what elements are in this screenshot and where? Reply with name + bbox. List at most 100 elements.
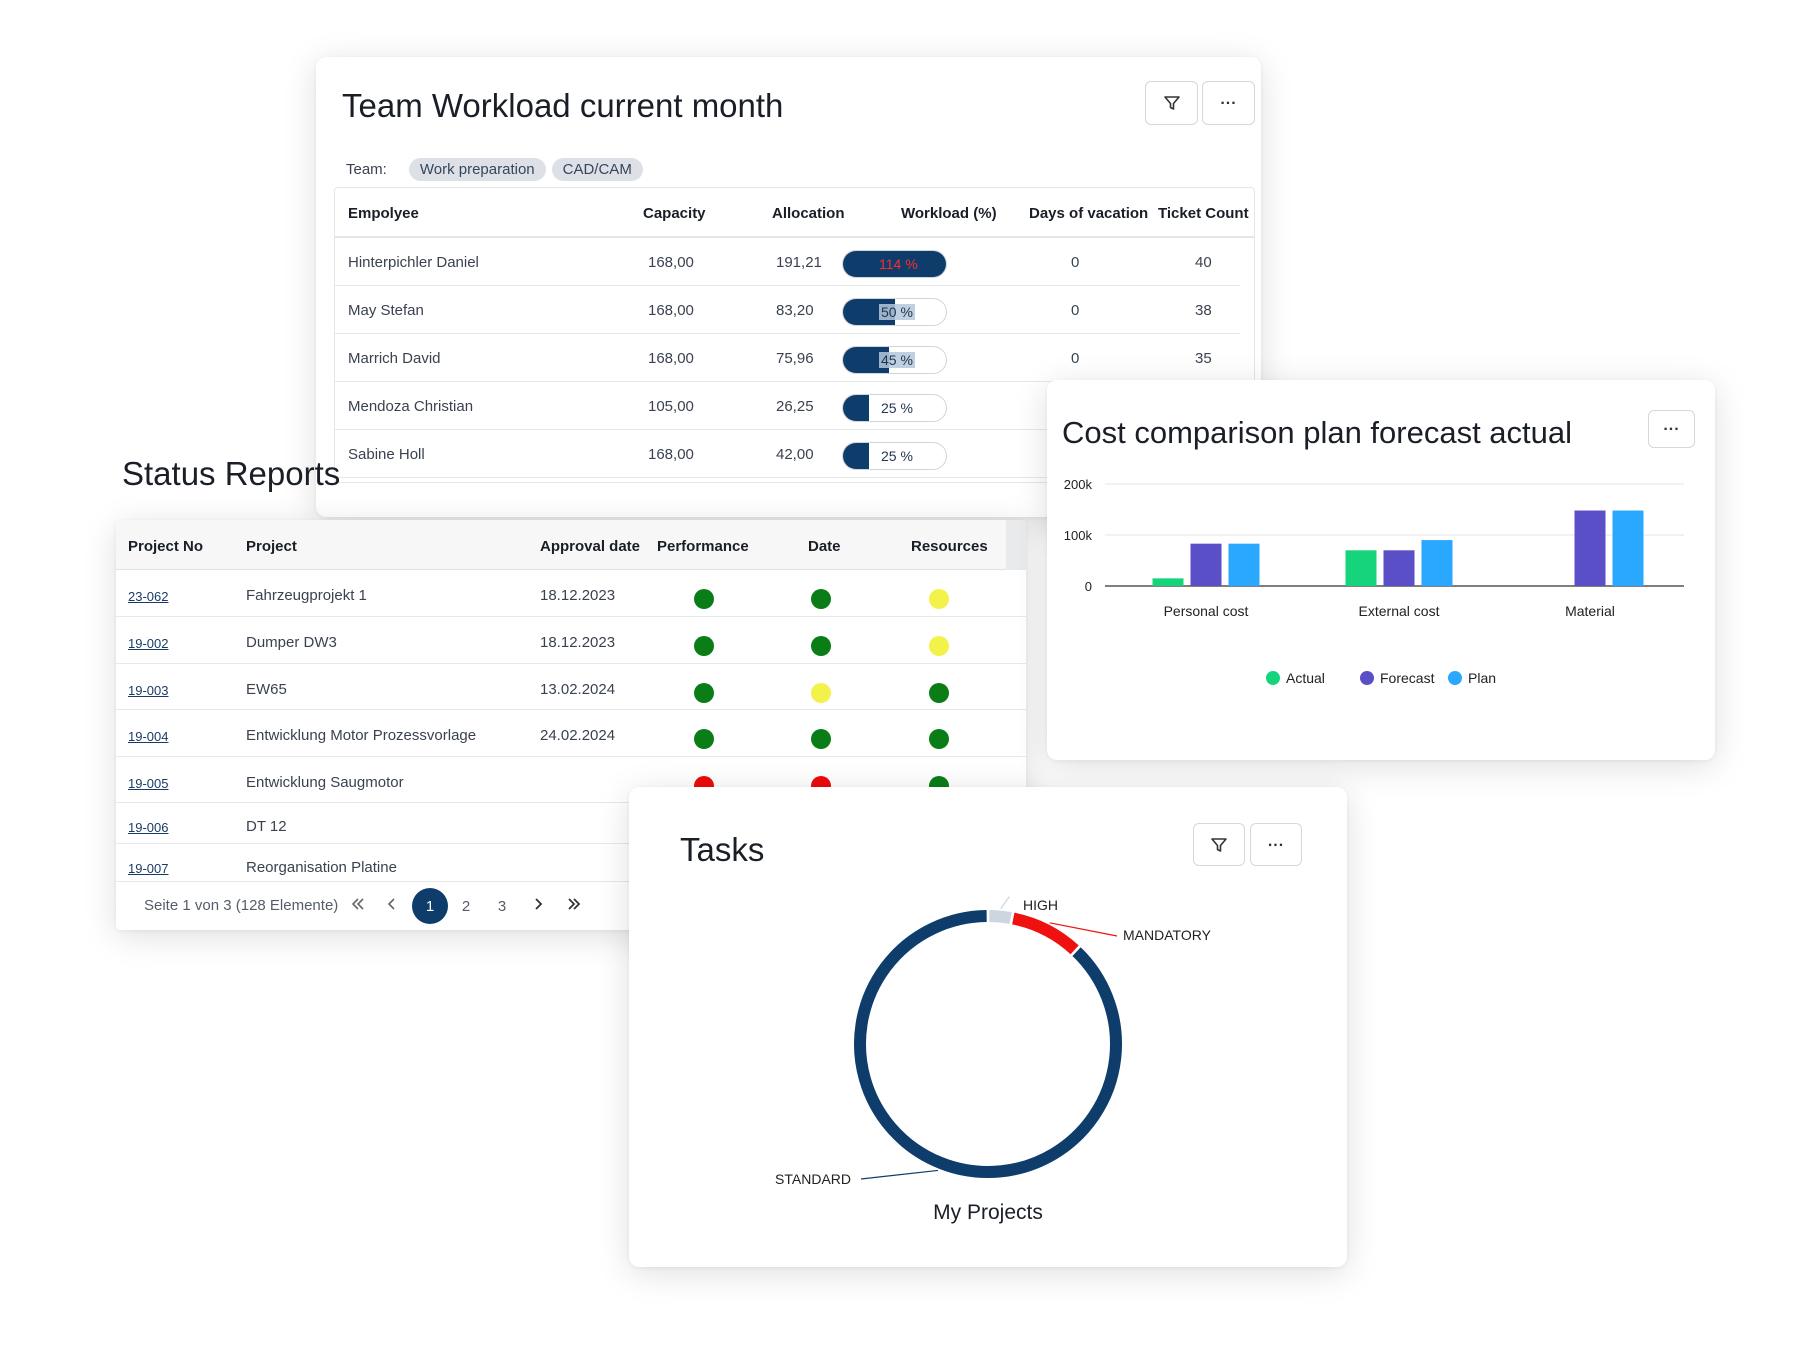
- workload-bar: 25 %: [842, 442, 947, 470]
- filter-button[interactable]: [1145, 81, 1198, 125]
- more-button[interactable]: ...: [1202, 81, 1255, 125]
- table-row[interactable]: Mendoza Christian 105,00 26,25 25 %: [335, 382, 1240, 430]
- page-button[interactable]: 3: [497, 897, 507, 915]
- workload-percent: 25 %: [881, 448, 913, 464]
- y-tick-label: 0: [1085, 579, 1092, 594]
- team-chip[interactable]: CAD/CAM: [551, 158, 643, 181]
- more-button[interactable]: ...: [1648, 410, 1695, 448]
- donut-slice-high[interactable]: [989, 910, 1012, 924]
- cost-comparison-card: Cost comparison plan forecast actual ...…: [1047, 380, 1715, 760]
- prev-page-button[interactable]: [374, 888, 410, 924]
- project-no-link[interactable]: 23-062: [128, 589, 169, 604]
- chevrons-left-icon: [350, 897, 366, 915]
- column-header[interactable]: Capacity: [643, 205, 706, 222]
- label-connector: [1049, 922, 1118, 937]
- cost-chart: 0 100k 200k Personal cost External cost Mater…: [1064, 477, 1684, 686]
- project-no-link[interactable]: 19-003: [128, 683, 169, 698]
- column-header[interactable]: Resources: [911, 538, 988, 555]
- workload-bar-fill: [843, 443, 869, 469]
- workload-percent: 50 %: [879, 304, 915, 320]
- workload-title: Team Workload current month: [342, 87, 784, 124]
- more-icon: ...: [1267, 832, 1285, 850]
- table-row[interactable]: Sabine Holl 168,00 42,00 25 %: [335, 430, 1240, 478]
- legend-marker: [1360, 671, 1374, 685]
- legend-label[interactable]: Forecast: [1380, 670, 1435, 686]
- table-row[interactable]: 23-062 Fahrzeugprojekt 1 18.12.2023: [116, 570, 1026, 617]
- project-no-link[interactable]: 19-006: [128, 820, 169, 835]
- approval-date-cell: 13.02.2024: [540, 681, 616, 698]
- employee-cell: Mendoza Christian: [348, 398, 474, 415]
- bar-forecast[interactable]: [1574, 510, 1606, 586]
- status-dot-performance: [694, 589, 714, 609]
- workload-bar-fill: [843, 395, 869, 421]
- last-page-button[interactable]: [556, 888, 592, 924]
- allocation-cell: 191,21: [776, 254, 822, 271]
- allocation-cell: 75,96: [776, 350, 814, 367]
- table-row[interactable]: 19-006 DT 12: [116, 803, 1026, 844]
- bar-plan[interactable]: [1612, 510, 1644, 586]
- column-header[interactable]: Days of vacation: [1029, 205, 1149, 222]
- project-no-link[interactable]: 19-005: [128, 776, 169, 791]
- legend-label[interactable]: Plan: [1468, 670, 1496, 686]
- ticket-count-cell: 40: [1195, 254, 1212, 271]
- scrollbar[interactable]: [1006, 520, 1026, 570]
- workload-bar: 45 %: [842, 346, 947, 374]
- project-no-link[interactable]: 19-004: [128, 729, 169, 744]
- project-no-link[interactable]: 19-007: [128, 861, 169, 876]
- x-tick-label: Material: [1565, 603, 1615, 619]
- bar-forecast[interactable]: [1383, 550, 1415, 586]
- project-name-cell: EW65: [246, 681, 287, 698]
- table-row[interactable]: Hinterpichler Daniel 168,00 191,21 0 40 114 %: [335, 238, 1240, 286]
- column-header[interactable]: Allocation: [772, 205, 845, 222]
- bar-actual[interactable]: [1152, 578, 1184, 586]
- table-row[interactable]: 19-004 Entwicklung Motor Prozessvorlage 24…: [116, 710, 1026, 757]
- donut-slice-standard[interactable]: [854, 910, 1122, 1178]
- table-row[interactable]: 19-002 Dumper DW3 18.12.2023: [116, 617, 1026, 664]
- filter-button[interactable]: [1193, 823, 1245, 866]
- bar-plan[interactable]: [1228, 543, 1260, 586]
- donut-slice-mandatory[interactable]: [1011, 912, 1079, 955]
- column-header[interactable]: Ticket Count: [1158, 205, 1249, 222]
- column-header[interactable]: Project: [246, 538, 297, 555]
- chevrons-right-icon: [566, 897, 582, 915]
- page-button[interactable]: 1: [412, 888, 448, 924]
- chart-subtitle: My Projects: [933, 1201, 1043, 1224]
- filter-icon: [1210, 836, 1228, 854]
- project-name-cell: Entwicklung Saugmotor: [246, 774, 404, 791]
- column-header[interactable]: Project No: [128, 538, 204, 555]
- project-no-link[interactable]: 19-002: [128, 636, 169, 651]
- legend-marker: [1266, 671, 1280, 685]
- column-header[interactable]: Performance: [657, 538, 749, 555]
- bar-forecast[interactable]: [1190, 543, 1222, 586]
- team-chip[interactable]: Work preparation: [408, 158, 546, 181]
- status-dot-date-status: [811, 729, 831, 749]
- column-header[interactable]: Date: [808, 538, 841, 555]
- table-row[interactable]: 19-007 Reorganisation Platine: [116, 844, 1026, 882]
- column-header[interactable]: Workload (%): [901, 205, 997, 222]
- page-button[interactable]: 2: [461, 897, 471, 915]
- column-header[interactable]: Empolyee: [348, 205, 419, 222]
- more-button[interactable]: ...: [1250, 823, 1302, 866]
- table-row[interactable]: 19-003 EW65 13.02.2024: [116, 664, 1026, 710]
- bar-plan[interactable]: [1421, 540, 1453, 586]
- first-page-button[interactable]: [340, 888, 376, 924]
- table-header: Project No Project Approval date Perform…: [116, 520, 1006, 570]
- table-row[interactable]: Marrich David 168,00 75,96 0 35 45 %: [335, 334, 1240, 382]
- status-dot-resources: [929, 683, 949, 703]
- table-row[interactable]: May Stefan 168,00 83,20 0 38 50 %: [335, 286, 1240, 334]
- vacation-cell: 0: [1071, 350, 1080, 367]
- column-header[interactable]: Approval date: [540, 538, 641, 555]
- legend-label[interactable]: Actual: [1286, 670, 1325, 686]
- status-dot-performance: [694, 636, 714, 656]
- y-tick-label: 100k: [1064, 528, 1093, 543]
- allocation-cell: 42,00: [776, 446, 814, 463]
- workload-bar: 25 %: [842, 394, 947, 422]
- employee-cell: May Stefan: [348, 302, 424, 319]
- ticket-count-cell: 35: [1195, 350, 1212, 367]
- next-page-button[interactable]: [520, 888, 556, 924]
- bar-actual[interactable]: [1345, 550, 1377, 586]
- team-label: Team:: [346, 161, 387, 178]
- label-connector: [860, 1169, 939, 1180]
- label-connector: [1000, 896, 1010, 909]
- status-dot-resources: [929, 589, 949, 609]
